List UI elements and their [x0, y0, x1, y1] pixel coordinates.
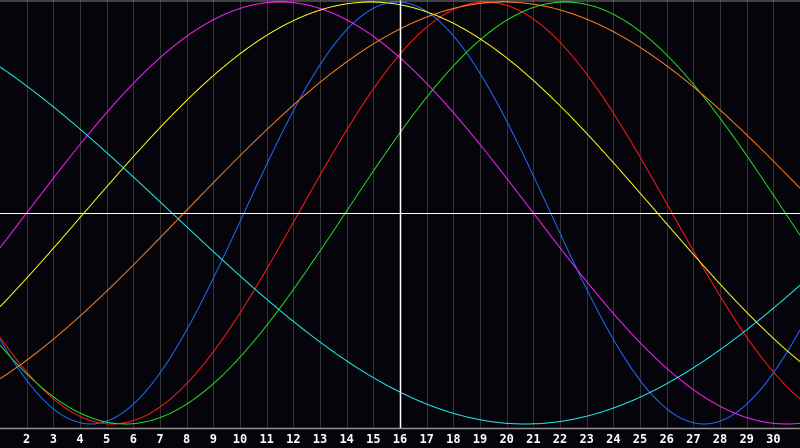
- x-tick-label: 14: [339, 432, 353, 446]
- x-tick-label: 20: [499, 432, 513, 446]
- x-tick-label: 8: [183, 432, 190, 446]
- x-tick-label: 21: [526, 432, 540, 446]
- x-tick-label: 12: [286, 432, 300, 446]
- x-tick-label: 5: [103, 432, 110, 446]
- x-tick-label: 29: [739, 432, 753, 446]
- x-tick-label: 26: [659, 432, 673, 446]
- x-tick-label: 19: [473, 432, 487, 446]
- x-tick-label: 2: [23, 432, 30, 446]
- crosshair: [0, 0, 800, 428]
- x-axis-ticks: 2 3 4 5 6 7 8 9 10 11 12 13 14 15 16 17 18 19 20 21 22 23 24 25…: [23, 432, 781, 446]
- x-tick-label: 18: [446, 432, 460, 446]
- x-tick-label: 7: [156, 432, 163, 446]
- x-tick-label: 3: [50, 432, 57, 446]
- x-tick-label: 22: [553, 432, 567, 446]
- x-tick-label: 6: [130, 432, 137, 446]
- x-tick-label: 25: [633, 432, 647, 446]
- x-tick-label: 16: [393, 432, 407, 446]
- x-tick-label: 28: [713, 432, 727, 446]
- x-tick-label: 24: [606, 432, 620, 446]
- x-tick-label: 17: [419, 432, 433, 446]
- x-tick-label: 27: [686, 432, 700, 446]
- x-tick-label: 13: [313, 432, 327, 446]
- x-tick-label: 15: [366, 432, 380, 446]
- x-tick-label: 9: [210, 432, 217, 446]
- x-tick-label: 11: [259, 432, 273, 446]
- x-tick-label: 23: [579, 432, 593, 446]
- x-tick-label: 4: [76, 432, 83, 446]
- x-tick-label: 10: [233, 432, 247, 446]
- x-tick-label: 30: [766, 432, 780, 446]
